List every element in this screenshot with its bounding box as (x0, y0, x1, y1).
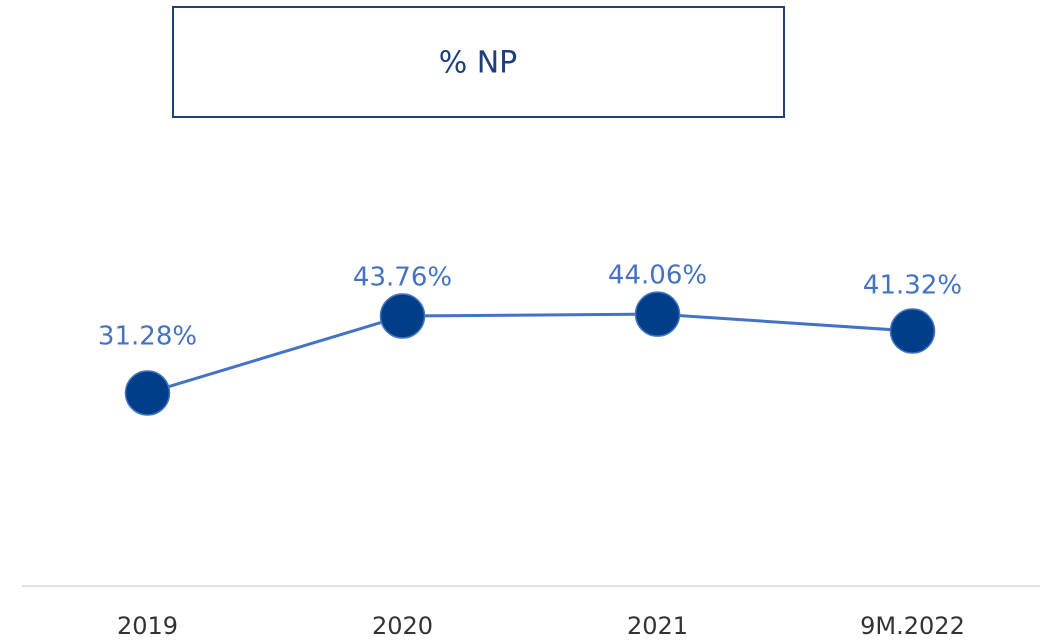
data-label: 41.32% (863, 271, 962, 301)
x-tick-label: 2019 (117, 612, 178, 640)
x-tick-label: 2021 (627, 612, 688, 640)
marker (379, 293, 426, 339)
data-label: 44.06% (608, 261, 707, 291)
x-tick-label: 9M.2022 (860, 612, 965, 640)
data-line (147, 312, 913, 395)
data-label: 43.76% (353, 263, 452, 293)
data-label: 31.28% (98, 322, 197, 352)
chart-title: % NP (439, 46, 518, 81)
title-box (172, 6, 785, 118)
marker (889, 308, 936, 354)
x-tick-label: 2020 (372, 612, 433, 640)
marker (124, 370, 171, 416)
marker (634, 291, 681, 337)
